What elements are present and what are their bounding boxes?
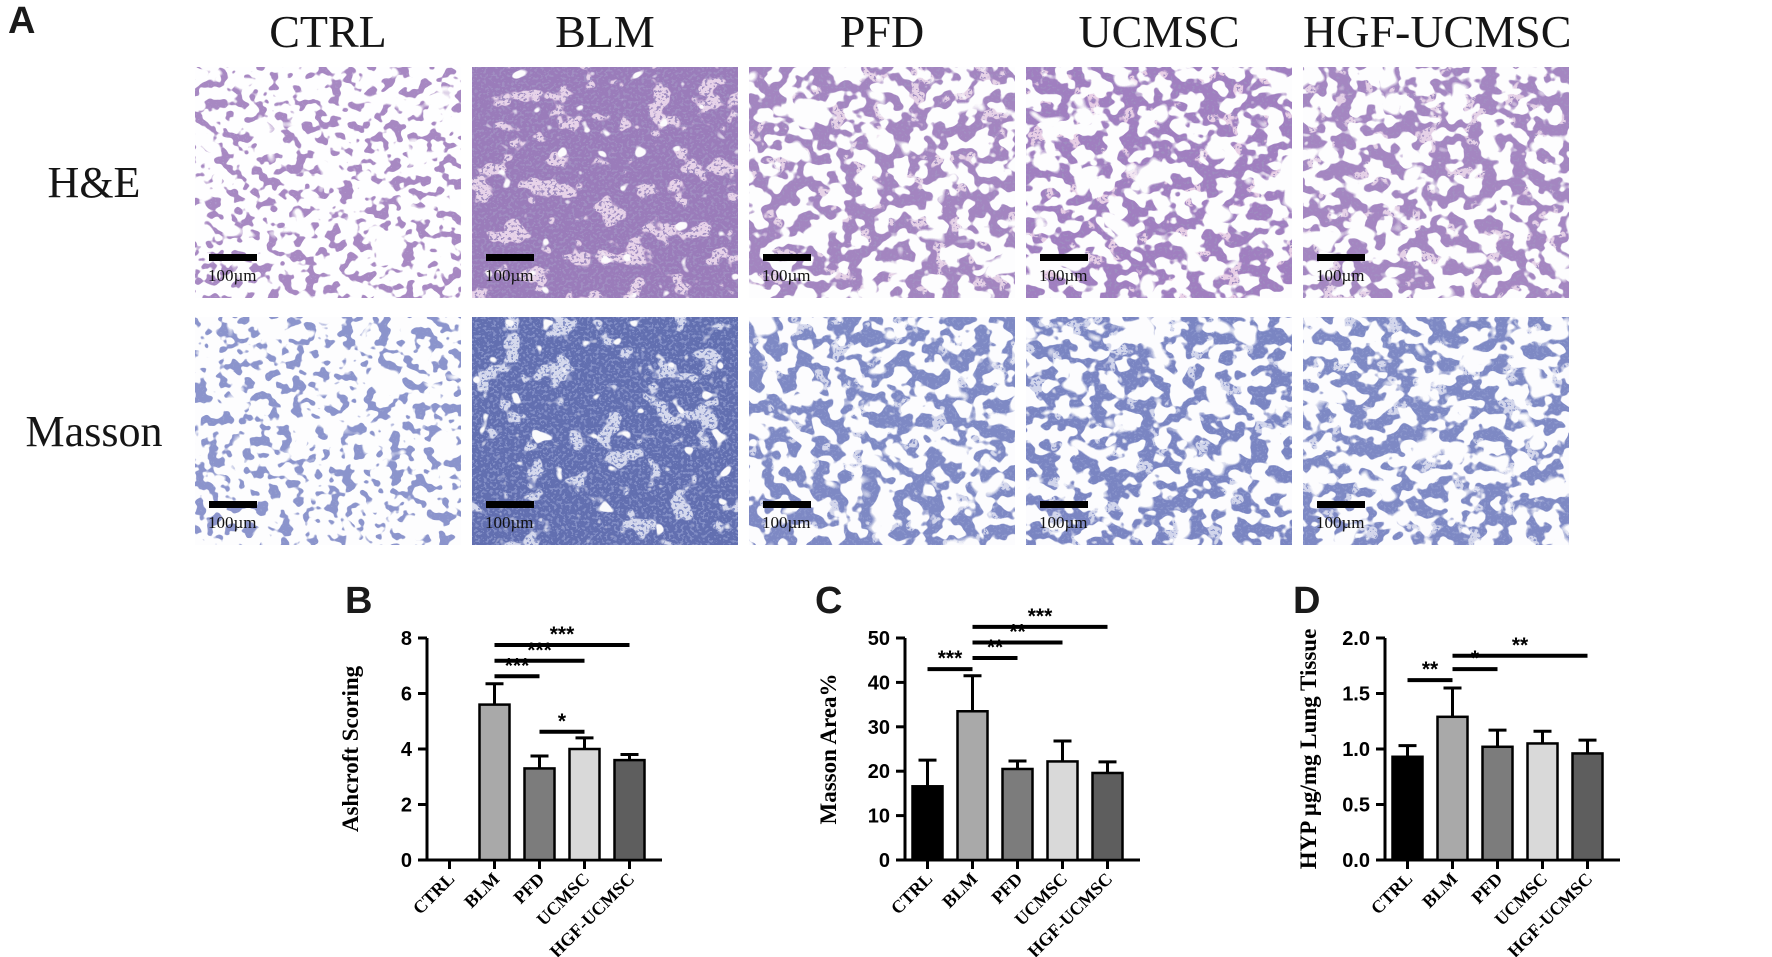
svg-text:0.5: 0.5 [1342, 795, 1370, 817]
svg-text:8: 8 [401, 628, 412, 650]
significance-stars: * [558, 710, 567, 733]
x-category-label: PFD [1467, 869, 1506, 908]
x-category-label: CTRL [887, 869, 937, 919]
y-axis-title: Ashcroft Scoring [338, 665, 363, 832]
bar-ctrl [1391, 755, 1424, 862]
x-category-label: BLM [460, 869, 503, 912]
svg-text:10: 10 [868, 806, 890, 828]
column-header-pfd: PFD [839, 6, 925, 57]
scale-bar-label: 100µm [208, 513, 257, 532]
svg-text:1.0: 1.0 [1342, 739, 1370, 761]
bar-pfd [1481, 745, 1514, 862]
histology-image-grid: 100µm 100µm 100µm 100µm 100µm 100µm 100µ… [195, 67, 1569, 545]
svg-text:40: 40 [868, 672, 890, 694]
significance-stars: ** [987, 636, 1004, 659]
row-label-masson: Masson [25, 406, 163, 456]
svg-text:20: 20 [868, 761, 890, 783]
bar-ucmsc [1046, 760, 1079, 862]
histology-image-he-pfd: 100µm [749, 67, 1015, 298]
histology-image-he-blm: 100µm [472, 67, 738, 298]
x-category-label: CTRL [1367, 869, 1417, 919]
scale-bar-label: 100µm [762, 266, 811, 285]
scale-bar-label: 100µm [1316, 513, 1365, 532]
x-category-label: PFD [509, 869, 548, 908]
svg-text:0: 0 [879, 850, 890, 872]
svg-text:30: 30 [868, 717, 890, 739]
column-header-ucmsc: UCMSC [1078, 6, 1240, 57]
scale-bar-label: 100µm [1039, 266, 1088, 285]
x-category-label: PFD [987, 869, 1026, 908]
svg-text:2.0: 2.0 [1342, 628, 1370, 650]
histology-image-masson-ctrl: 100µm [195, 317, 461, 545]
significance-stars: * [1471, 647, 1480, 670]
significance-stars: *** [550, 623, 575, 646]
histology-image-masson-pfd: 100µm [749, 317, 1015, 545]
y-axis-title: HYP µg/mg Lung Tissue [1296, 629, 1321, 870]
histology-image-masson-blm: 100µm [472, 317, 738, 545]
significance-stars: ** [1009, 620, 1026, 643]
svg-text:2: 2 [401, 795, 412, 817]
significance-stars: *** [938, 647, 963, 670]
bar-pfd [523, 767, 556, 862]
scale-bar-label: 100µm [1316, 266, 1365, 285]
bar-hgf-ucmsc [613, 758, 646, 862]
svg-text:0: 0 [401, 850, 412, 872]
bar-hgf-ucmsc [1571, 752, 1604, 862]
column-header-hgf-ucmsc: HGF-UCMSC [1303, 6, 1572, 57]
svg-text:4: 4 [401, 739, 413, 761]
y-axis-title: Masson Area% [816, 674, 841, 825]
significance-stars: ** [1422, 658, 1439, 681]
significance-stars: *** [1028, 605, 1053, 628]
x-category-label: CTRL [409, 869, 459, 919]
bar-ucmsc [1526, 742, 1559, 862]
bar-pfd [1001, 767, 1034, 862]
column-header-ctrl: CTRL [269, 6, 387, 57]
svg-text:0.0: 0.0 [1342, 850, 1370, 872]
histology-image-he-ctrl: 100µm [195, 67, 461, 298]
column-header-blm: BLM [555, 6, 655, 57]
scale-bar-label: 100µm [485, 513, 534, 532]
panel-a-label: A [8, 0, 36, 42]
svg-text:6: 6 [401, 684, 412, 706]
scale-bar-label: 100µm [485, 266, 534, 285]
row-label-he: H&E [47, 158, 141, 207]
svg-text:1.5: 1.5 [1342, 684, 1370, 706]
histology-image-masson-hgf-ucmsc: 100µm [1303, 317, 1569, 545]
histology-image-masson-ucmsc: 100µm [1026, 317, 1292, 545]
panel-b-label: B [345, 580, 373, 622]
scale-bar-label: 100µm [1039, 513, 1088, 532]
scale-bar-label: 100µm [762, 513, 811, 532]
svg-text:50: 50 [868, 628, 890, 650]
x-category-label: BLM [1418, 869, 1461, 912]
bar-hgf-ucmsc [1091, 771, 1124, 862]
histology-image-he-ucmsc: 100µm [1026, 67, 1292, 298]
bar-blm [1436, 715, 1469, 862]
column-header-row: CTRL BLM PFD UCMSC HGF-UCMSC [195, 6, 1572, 58]
panel-d-label: D [1293, 580, 1321, 622]
panel-c-label: C [815, 580, 843, 622]
significance-stars: ** [1512, 634, 1529, 657]
bar-blm [478, 703, 511, 862]
bar-ucmsc [568, 747, 601, 862]
histology-image-he-hgf-ucmsc: 100µm [1303, 67, 1569, 298]
bar-blm [956, 710, 989, 862]
x-category-label: BLM [938, 869, 981, 912]
bar-ctrl [911, 785, 944, 862]
scale-bar-label: 100µm [208, 266, 257, 285]
bar-chart-hyp-content: 0.0 0.5 1.0 1.5 2.0 HYP µg/mg Lung Tissue CTRL… [1296, 628, 1620, 957]
